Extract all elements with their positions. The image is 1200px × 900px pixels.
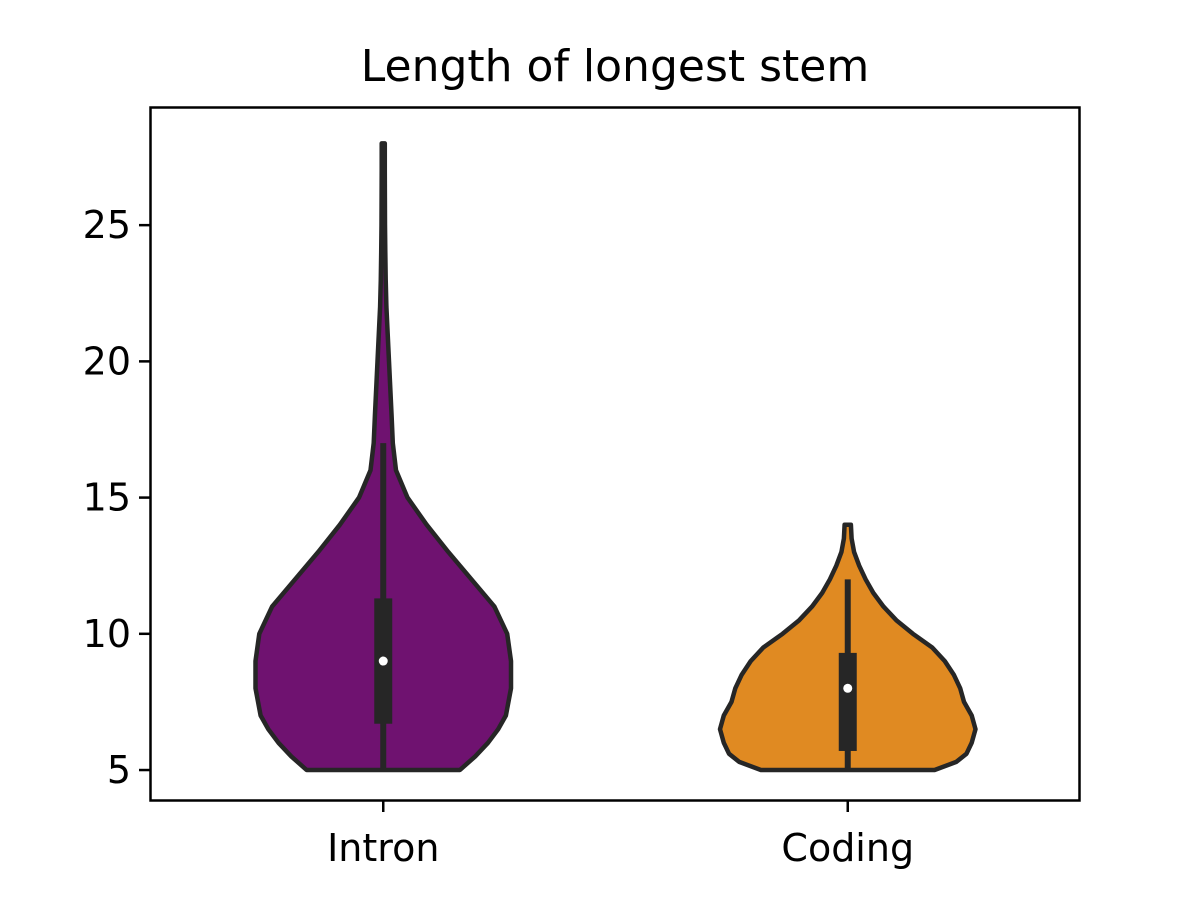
chart-title: Length of longest stem bbox=[361, 41, 869, 92]
y-axis: 5 10 15 20 25 bbox=[83, 203, 151, 792]
median-dot-coding bbox=[843, 683, 853, 693]
y-tick-label: 15 bbox=[83, 476, 131, 520]
y-tick-label: 20 bbox=[83, 339, 131, 383]
y-tick-label: 5 bbox=[107, 748, 131, 792]
x-axis: Intron Coding bbox=[327, 800, 914, 870]
iqr-box-coding bbox=[838, 652, 857, 751]
y-tick-label: 25 bbox=[83, 203, 131, 247]
plot-frame bbox=[149, 106, 1081, 802]
x-tick-label: Coding bbox=[781, 826, 914, 870]
x-tick-label: Intron bbox=[327, 826, 439, 870]
violins-layer bbox=[253, 141, 978, 773]
y-tick-label: 10 bbox=[83, 612, 131, 656]
median-dot-intron bbox=[378, 656, 388, 666]
